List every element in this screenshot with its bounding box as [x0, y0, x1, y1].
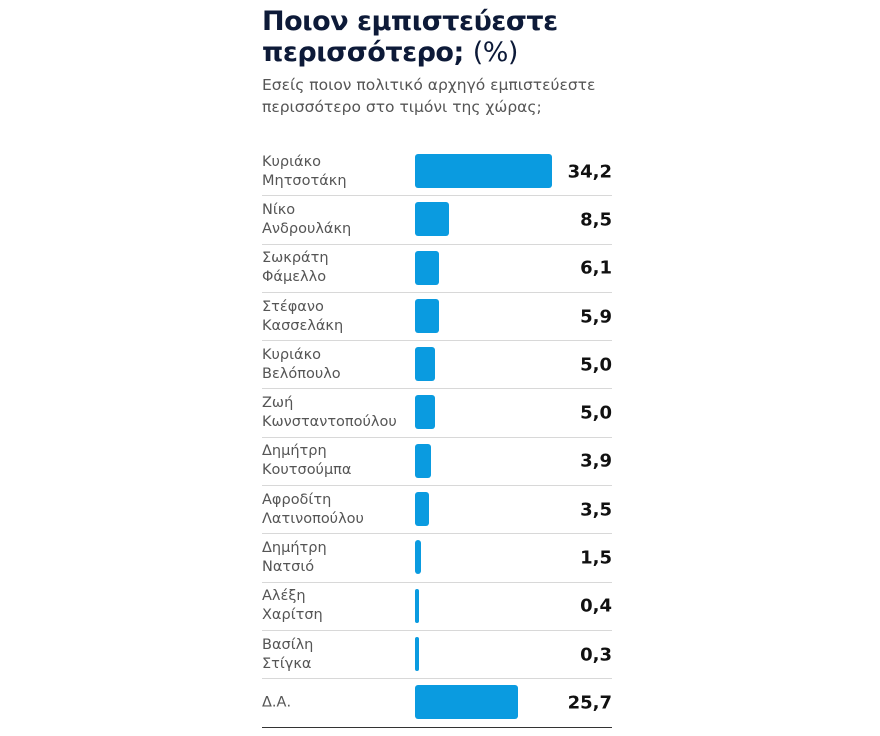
category-label-line: Μητσοτάκη [262, 172, 347, 189]
category-label-line: Κουτσούμπα [262, 462, 352, 479]
category-label: Αφροδίτη Λατινοπούλου [262, 491, 412, 529]
value-label: 8,5 [580, 209, 612, 231]
category-label: Στέφανο Κασσελάκη [262, 298, 412, 336]
title-unit: (%) [472, 37, 519, 68]
category-label: Δημήτρη Νατσιό [262, 539, 412, 577]
category-label-line: Δ.Α. [262, 694, 292, 711]
value-label: 6,1 [580, 257, 612, 279]
value-label: 3,5 [580, 499, 612, 521]
bar-row: Δ.Α. 25,7 [262, 679, 612, 728]
value-label: 1,5 [580, 547, 612, 569]
bar-row: Κυριάκο Μητσοτάκη 34,2 [262, 148, 612, 197]
bar [415, 250, 440, 285]
category-label: Ζωή Κωνσταντοπούλου [262, 394, 412, 432]
value-label: 34,2 [567, 161, 612, 183]
category-label: Δημήτρη Κουτσούμπα [262, 442, 412, 480]
category-label: Σωκράτη Φάμελλο [262, 249, 412, 287]
category-label-line: Κυριάκο [262, 153, 321, 170]
category-label-line: Ανδρουλάκη [262, 220, 352, 237]
bar [415, 636, 419, 671]
bar-row: Βασίλη Στίγκα 0,3 [262, 631, 612, 680]
category-label-line: Δημήτρη [262, 443, 327, 460]
bar-row: Σωκράτη Φάμελλο 6,1 [262, 245, 612, 293]
title-text: Ποιον εμπιστεύεστε περισσότερο; [262, 6, 558, 68]
bar [415, 685, 518, 720]
category-label: Κυριάκο Βελόπουλο [262, 346, 412, 384]
category-label-line: Λατινοπούλου [262, 510, 364, 527]
bar-row: Αφροδίτη Λατινοπούλου 3,5 [262, 486, 612, 535]
category-label: Αλέξη Χαρίτση [262, 587, 412, 625]
category-label-line: Αλέξη [262, 588, 306, 605]
category-label-line: Σωκράτη [262, 250, 329, 267]
category-label-line: Φάμελλο [262, 269, 327, 286]
bar [415, 395, 436, 430]
bar-row: Στέφανο Κασσελάκη 5,9 [262, 293, 612, 342]
value-label: 3,9 [580, 450, 612, 472]
bar [415, 347, 436, 382]
category-label-line: Στέφανο [262, 298, 324, 315]
category-label-line: Στίγκα [262, 655, 312, 672]
value-label: 0,3 [580, 644, 612, 666]
bar-row: Αλέξη Χαρίτση 0,4 [262, 583, 612, 631]
bar [415, 588, 419, 623]
value-label: 5,9 [580, 306, 612, 328]
category-label-line: Νατσιό [262, 559, 315, 576]
bar [415, 154, 552, 188]
category-label-line: Κασσελάκη [262, 317, 344, 334]
category-label-line: Χαρίτση [262, 607, 323, 624]
category-label-line: Κυριάκο [262, 346, 321, 363]
bar-row: Δημήτρη Κουτσούμπα 3,9 [262, 438, 612, 487]
bar [415, 540, 421, 575]
category-label-line: Νίκο [262, 201, 296, 218]
chart-subtitle: Εσείς ποιον πολιτικό αρχηγό εμπιστεύεστε… [262, 76, 596, 116]
bar-row: Δημήτρη Νατσιό 1,5 [262, 534, 612, 583]
category-label-line: Βασίλη [262, 636, 314, 653]
bar [415, 492, 430, 527]
category-label-line: Βελόπουλο [262, 365, 341, 382]
category-label: Κυριάκο Μητσοτάκη [262, 153, 412, 191]
value-label: 5,0 [580, 402, 612, 424]
value-label: 25,7 [567, 692, 612, 714]
category-label: Βασίλη Στίγκα [262, 636, 412, 674]
value-label: 5,0 [580, 354, 612, 376]
bar-row: Ζωή Κωνσταντοπούλου 5,0 [262, 389, 612, 438]
bar [415, 443, 431, 478]
category-label-line: Κωνσταντοπούλου [262, 414, 397, 431]
bar-row: Νίκο Ανδρουλάκη 8,5 [262, 196, 612, 245]
bar [415, 298, 439, 333]
category-label: Δ.Α. [262, 693, 412, 712]
value-label: 0,4 [580, 595, 612, 617]
bar-row: Κυριάκο Βελόπουλο 5,0 [262, 341, 612, 390]
category-label: Νίκο Ανδρουλάκη [262, 201, 412, 239]
bar [415, 202, 450, 237]
chart-title: Ποιον εμπιστεύεστε περισσότερο; (%) [262, 6, 642, 68]
category-label-line: Ζωή [262, 395, 294, 412]
category-label-line: Δημήτρη [262, 540, 327, 557]
bar-chart: Κυριάκο Μητσοτάκη 34,2 Νίκο Ανδρουλάκη 8,5 Σωκ… [262, 148, 612, 728]
category-label-line: Αφροδίτη [262, 491, 332, 508]
